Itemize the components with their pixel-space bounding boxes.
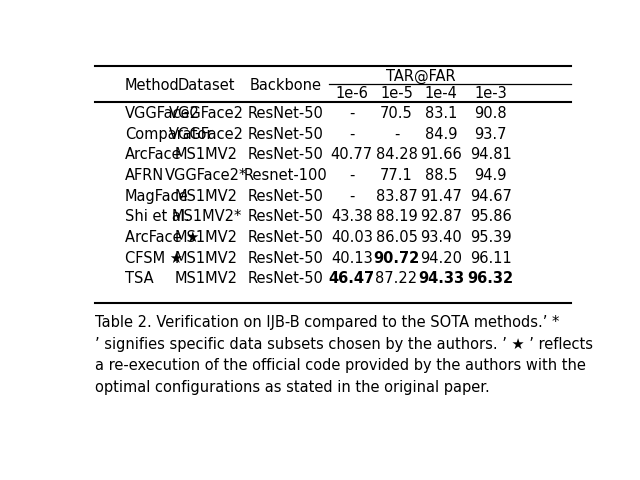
Text: VGGFace2: VGGFace2 — [169, 127, 244, 142]
Text: -: - — [349, 188, 355, 204]
Text: VGGFace2*: VGGFace2* — [165, 168, 248, 183]
Text: 1e-3: 1e-3 — [474, 86, 507, 101]
Text: ArcFace ★: ArcFace ★ — [125, 229, 199, 244]
Text: 95.39: 95.39 — [470, 229, 511, 244]
Text: 87.22: 87.22 — [376, 271, 417, 286]
Text: 88.19: 88.19 — [376, 209, 417, 224]
Text: ResNet-50: ResNet-50 — [248, 271, 324, 286]
Text: Comparator: Comparator — [125, 127, 212, 142]
Text: 91.47: 91.47 — [420, 188, 462, 204]
Text: VGGFace2: VGGFace2 — [125, 106, 200, 121]
Text: 84.28: 84.28 — [376, 147, 417, 162]
Text: ResNet-50: ResNet-50 — [248, 147, 324, 162]
Text: -: - — [394, 127, 399, 142]
Text: ResNet-50: ResNet-50 — [248, 209, 324, 224]
Text: 70.5: 70.5 — [380, 106, 413, 121]
Text: MS1MV2: MS1MV2 — [175, 250, 238, 265]
Text: Resnet-100: Resnet-100 — [244, 168, 328, 183]
Text: ResNet-50: ResNet-50 — [248, 188, 324, 204]
Text: 83.1: 83.1 — [425, 106, 457, 121]
Text: 1e-5: 1e-5 — [380, 86, 413, 101]
Text: 46.47: 46.47 — [329, 271, 375, 286]
Text: ResNet-50: ResNet-50 — [248, 127, 324, 142]
Text: Table 2. Verification on IJB-B compared to the SOTA methods.’ *
’ signifies spec: Table 2. Verification on IJB-B compared … — [95, 314, 593, 394]
Text: ResNet-50: ResNet-50 — [248, 250, 324, 265]
Text: 93.40: 93.40 — [420, 229, 462, 244]
Text: 90.8: 90.8 — [474, 106, 507, 121]
Text: 77.1: 77.1 — [380, 168, 413, 183]
Text: 93.7: 93.7 — [474, 127, 507, 142]
Text: 92.87: 92.87 — [420, 209, 462, 224]
Text: Backbone: Backbone — [250, 77, 322, 92]
Text: 94.67: 94.67 — [470, 188, 511, 204]
Text: 96.11: 96.11 — [470, 250, 511, 265]
Text: MagFace: MagFace — [125, 188, 188, 204]
Text: ArcFace: ArcFace — [125, 147, 181, 162]
Text: 84.9: 84.9 — [425, 127, 458, 142]
Text: 94.81: 94.81 — [470, 147, 511, 162]
Text: 94.9: 94.9 — [474, 168, 507, 183]
Text: 40.03: 40.03 — [331, 229, 372, 244]
Text: 40.77: 40.77 — [331, 147, 373, 162]
Text: 88.5: 88.5 — [425, 168, 458, 183]
Text: MS1MV2: MS1MV2 — [175, 229, 238, 244]
Text: Method: Method — [125, 77, 179, 92]
Text: ResNet-50: ResNet-50 — [248, 229, 324, 244]
Text: 43.38: 43.38 — [331, 209, 372, 224]
Text: TSA: TSA — [125, 271, 153, 286]
Text: AFRN: AFRN — [125, 168, 164, 183]
Text: 94.20: 94.20 — [420, 250, 462, 265]
Text: MS1MV2: MS1MV2 — [175, 147, 238, 162]
Text: Shi et al.: Shi et al. — [125, 209, 189, 224]
Text: 90.72: 90.72 — [373, 250, 420, 265]
Text: MS1MV2*: MS1MV2* — [172, 209, 242, 224]
Text: MS1MV2: MS1MV2 — [175, 188, 238, 204]
Text: ResNet-50: ResNet-50 — [248, 106, 324, 121]
Text: 96.32: 96.32 — [468, 271, 514, 286]
Text: 91.66: 91.66 — [420, 147, 462, 162]
Text: CFSM ★: CFSM ★ — [125, 250, 182, 265]
Text: VGGFace2: VGGFace2 — [169, 106, 244, 121]
Text: 40.13: 40.13 — [331, 250, 372, 265]
Text: 83.87: 83.87 — [376, 188, 417, 204]
Text: -: - — [349, 168, 355, 183]
Text: 86.05: 86.05 — [376, 229, 417, 244]
Text: -: - — [349, 106, 355, 121]
Text: 95.86: 95.86 — [470, 209, 511, 224]
Text: TAR@FAR: TAR@FAR — [387, 69, 456, 84]
Text: 1e-4: 1e-4 — [425, 86, 458, 101]
Text: 94.33: 94.33 — [418, 271, 464, 286]
Text: -: - — [349, 127, 355, 142]
Text: Dataset: Dataset — [178, 77, 236, 92]
Text: MS1MV2: MS1MV2 — [175, 271, 238, 286]
Text: 1e-6: 1e-6 — [335, 86, 368, 101]
